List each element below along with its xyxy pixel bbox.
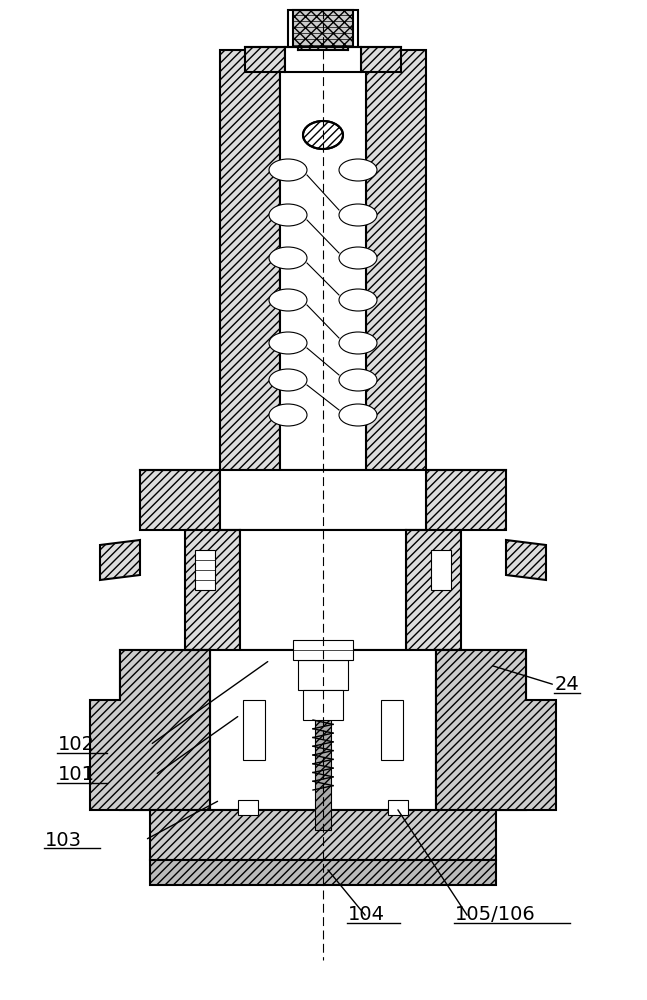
Text: 101: 101 xyxy=(58,766,95,784)
Ellipse shape xyxy=(269,332,307,354)
Bar xyxy=(140,470,220,530)
Ellipse shape xyxy=(339,247,377,269)
Bar xyxy=(303,690,343,720)
Bar xyxy=(293,10,353,50)
Polygon shape xyxy=(506,540,546,580)
Bar xyxy=(238,800,258,815)
Polygon shape xyxy=(90,650,210,810)
Text: 24: 24 xyxy=(555,676,580,694)
Bar xyxy=(366,50,426,470)
Ellipse shape xyxy=(339,204,377,226)
Bar xyxy=(436,650,526,810)
Ellipse shape xyxy=(339,369,377,391)
Bar xyxy=(240,530,406,650)
Polygon shape xyxy=(100,540,140,580)
Bar xyxy=(361,47,401,72)
Bar xyxy=(280,50,366,470)
Bar xyxy=(195,550,215,590)
Bar xyxy=(150,860,496,885)
Ellipse shape xyxy=(269,247,307,269)
Ellipse shape xyxy=(269,289,307,311)
Bar xyxy=(285,47,361,72)
Ellipse shape xyxy=(339,159,377,181)
Bar xyxy=(315,650,331,830)
Bar xyxy=(220,50,280,470)
Bar xyxy=(243,700,265,760)
Ellipse shape xyxy=(269,404,307,426)
Bar xyxy=(185,530,240,650)
Bar xyxy=(120,650,210,810)
Bar xyxy=(288,10,358,50)
Bar xyxy=(220,470,426,530)
Text: 103: 103 xyxy=(45,830,82,850)
Ellipse shape xyxy=(339,289,377,311)
Bar xyxy=(245,47,285,72)
Ellipse shape xyxy=(269,369,307,391)
Bar xyxy=(381,700,403,760)
Bar xyxy=(388,800,408,815)
Ellipse shape xyxy=(269,204,307,226)
Polygon shape xyxy=(436,650,556,810)
Bar xyxy=(426,470,506,530)
Ellipse shape xyxy=(269,159,307,181)
Ellipse shape xyxy=(303,121,343,149)
Bar xyxy=(298,47,348,50)
Bar xyxy=(150,810,496,860)
Bar xyxy=(210,650,436,810)
Text: 102: 102 xyxy=(58,736,95,754)
Bar xyxy=(406,530,461,650)
Text: 105/106: 105/106 xyxy=(455,906,536,924)
Ellipse shape xyxy=(339,404,377,426)
Bar xyxy=(298,660,348,690)
Bar xyxy=(431,550,451,590)
Ellipse shape xyxy=(339,332,377,354)
Bar xyxy=(293,640,353,660)
Text: 104: 104 xyxy=(348,906,385,924)
